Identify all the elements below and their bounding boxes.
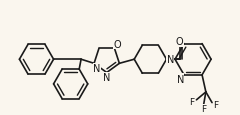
Text: F: F: [201, 104, 206, 113]
Text: N: N: [93, 63, 101, 73]
Text: N: N: [167, 55, 174, 65]
Text: O: O: [114, 39, 121, 49]
Text: F: F: [189, 97, 194, 106]
Text: O: O: [176, 37, 184, 47]
Text: N: N: [103, 73, 110, 83]
Text: N: N: [177, 74, 184, 84]
Text: F: F: [213, 100, 218, 109]
